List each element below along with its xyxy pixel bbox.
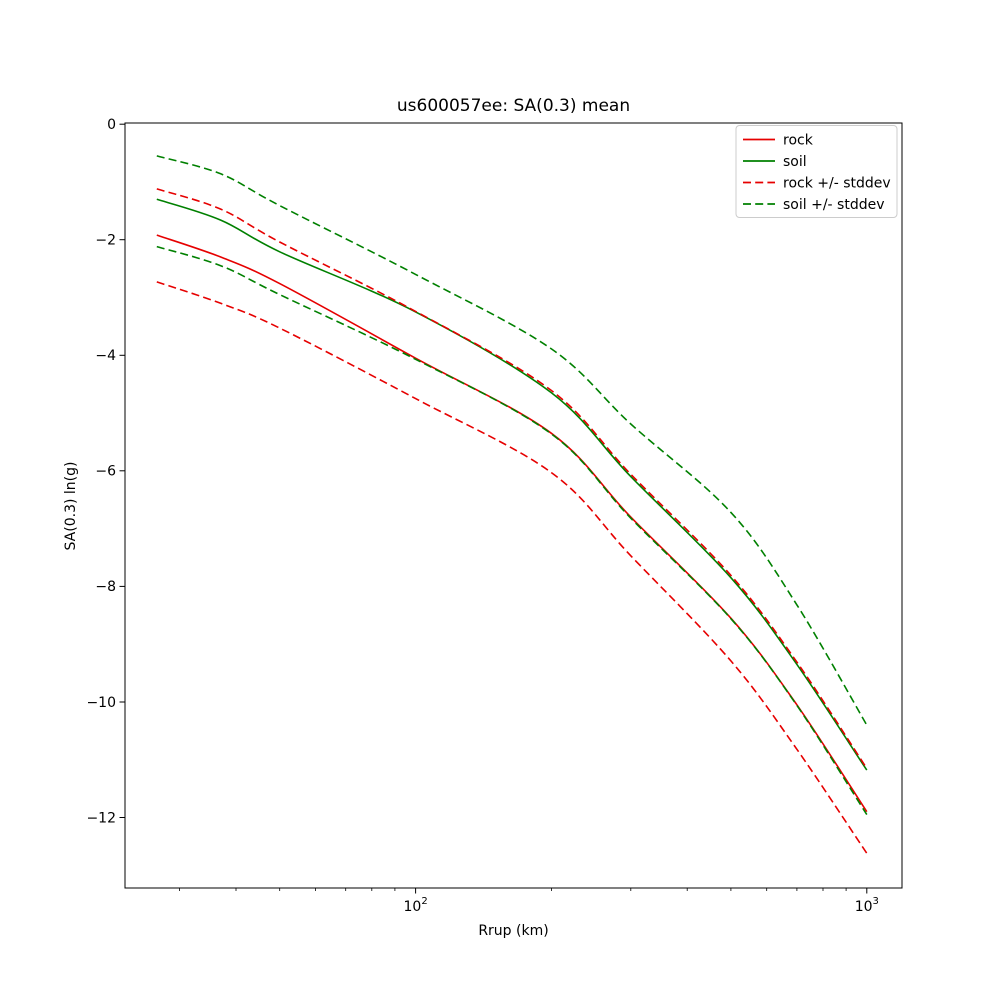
curve-rock_plus_stddev [156, 188, 868, 769]
x-tick-label: 102 [403, 896, 427, 915]
plot-area [124, 122, 903, 889]
legend: rock soil rock +/- stddev soil +/- stddev [735, 125, 898, 218]
y-tick-label: −4 [95, 348, 116, 364]
curve-soil_minus_stddev [156, 245, 868, 816]
y-tick-label: −8 [95, 579, 116, 595]
legend-item-label: rock +/- stddev [783, 176, 891, 192]
y-tick-label: −2 [95, 233, 116, 249]
curves-group [156, 155, 868, 854]
x-tick-label: 103 [855, 896, 879, 915]
y-tick-label: −12 [86, 810, 116, 826]
legend-item-label: soil [783, 154, 807, 170]
legend-box [735, 125, 898, 218]
chart-title: us600057ee: SA(0.3) mean [397, 96, 630, 116]
y-axis-ticks: 0 −2 −4 −6 −8 −10 −12 [86, 117, 125, 826]
x-axis-label: Rrup (km) [478, 923, 548, 939]
x-axis-major-ticks: 102 103 [403, 888, 879, 915]
y-tick-label: 0 [107, 117, 116, 133]
curve-rock_minus_stddev [156, 281, 868, 854]
curve-soil_plus_stddev [156, 155, 868, 726]
y-tick-label: −6 [95, 464, 116, 480]
y-axis-label: SA(0.3) ln(g) [63, 462, 79, 551]
legend-item-label: soil +/- stddev [783, 197, 885, 213]
curve-rock [156, 234, 868, 813]
x-axis-minor-ticks [179, 888, 847, 891]
curve-soil [156, 198, 868, 771]
y-tick-label: −10 [86, 695, 116, 711]
legend-item-label: rock [783, 133, 814, 149]
